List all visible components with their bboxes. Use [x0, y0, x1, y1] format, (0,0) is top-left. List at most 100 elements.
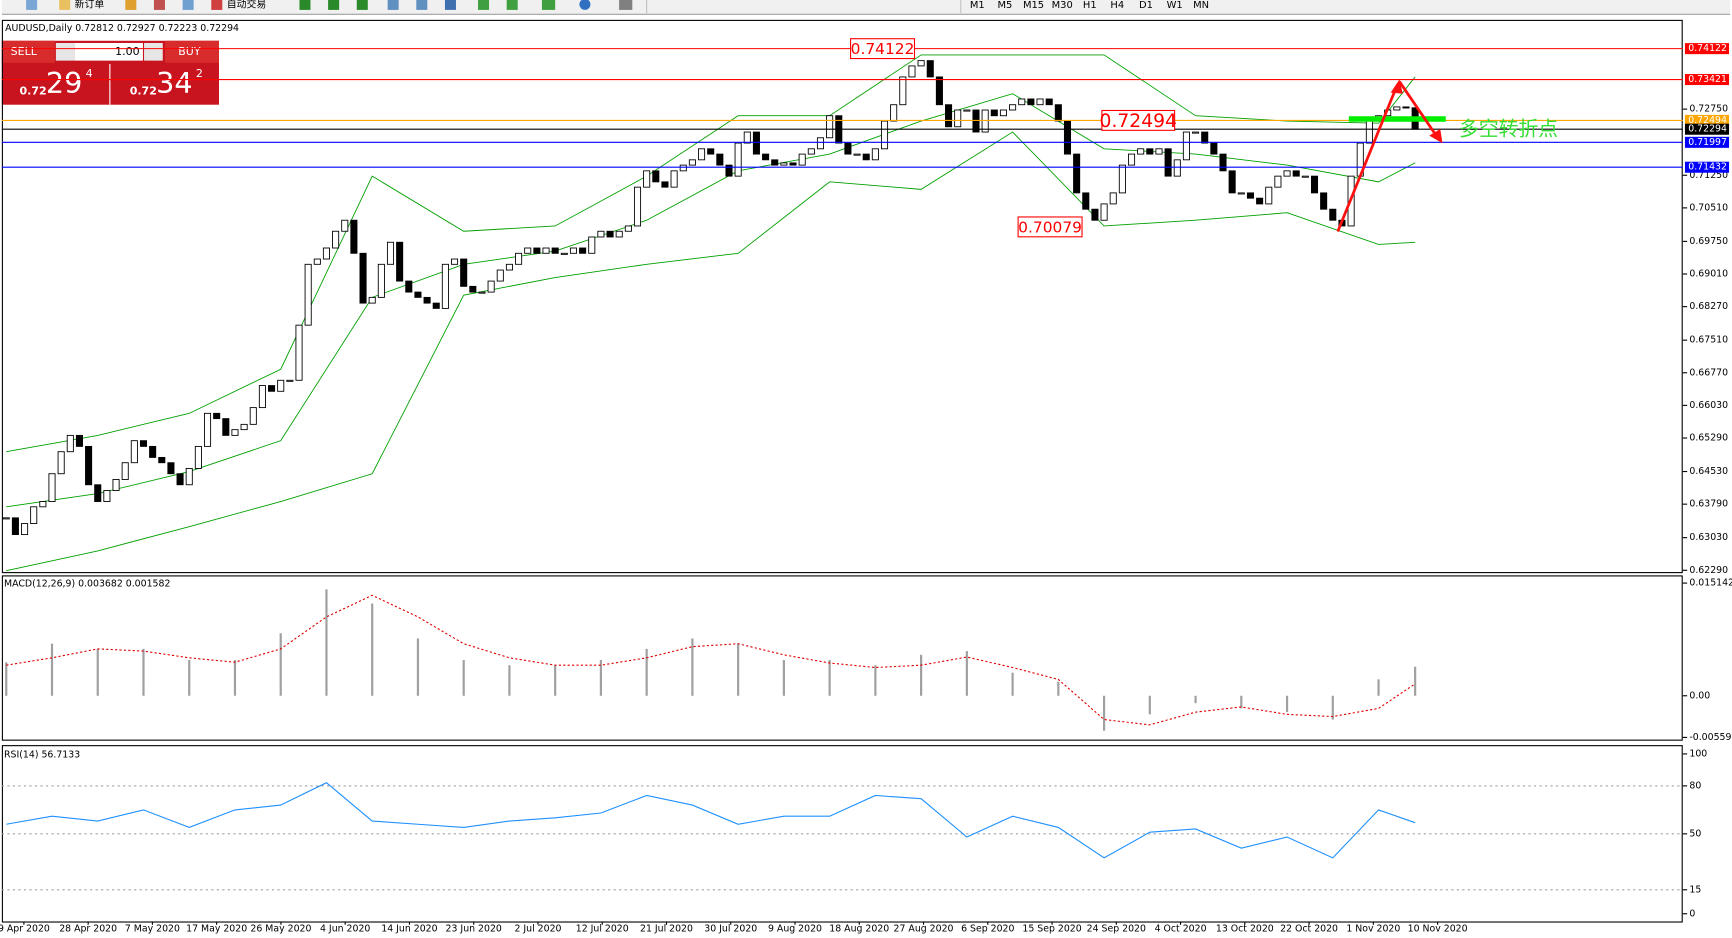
buy-button[interactable]	[164, 40, 219, 63]
icon[interactable]	[416, 0, 428, 10]
icon[interactable]	[26, 0, 38, 10]
icon[interactable]	[541, 0, 556, 10]
icon[interactable]	[506, 0, 518, 10]
lot-down[interactable]	[55, 42, 75, 61]
icon[interactable]	[299, 0, 311, 10]
candle	[1082, 192, 1090, 210]
candle	[1283, 170, 1291, 177]
sell-label[interactable]: SELL	[11, 45, 38, 58]
icon[interactable]	[211, 0, 223, 10]
candle	[844, 142, 852, 155]
bollinger-band	[6, 54, 1416, 453]
timeframe-button[interactable]: MN	[1193, 0, 1209, 11]
lot-value[interactable]: 1.00	[115, 45, 140, 58]
sell-price-big: 29	[46, 66, 82, 100]
sell-price-prefix: 0.72	[19, 84, 46, 97]
candle	[1018, 98, 1026, 106]
candle	[1054, 104, 1062, 122]
candle	[789, 162, 797, 166]
candle	[816, 137, 825, 150]
auto-trading[interactable]: 自动交易	[227, 0, 267, 10]
candle	[322, 247, 330, 260]
candle	[1301, 175, 1309, 178]
candle	[405, 280, 413, 293]
price-tag-label: 0.72494	[1688, 115, 1727, 126]
icon[interactable]	[387, 0, 399, 10]
lot-input[interactable]	[74, 42, 143, 61]
icon[interactable]	[356, 0, 368, 10]
x-tick-label: 9 Apr 2020	[0, 924, 50, 935]
sell-price-sup: 4	[86, 67, 93, 80]
timeframe-button[interactable]: D1	[1139, 0, 1153, 11]
timeframe-button[interactable]: M5	[997, 0, 1012, 11]
y-tick-label: 100	[1689, 748, 1707, 759]
x-tick-label: 26 May 2020	[250, 924, 311, 935]
icon[interactable]	[153, 0, 165, 10]
candle	[890, 104, 898, 122]
sell-button[interactable]	[1, 40, 55, 63]
timeframe-button[interactable]: M15	[1023, 0, 1044, 11]
y-tick-label: 0.00	[1689, 690, 1710, 701]
icon[interactable]	[444, 0, 456, 10]
candle	[94, 484, 102, 502]
candle	[1292, 170, 1300, 177]
x-tick-label: 30 Jul 2020	[704, 924, 757, 935]
timeframe-button[interactable]: H4	[1110, 0, 1124, 11]
candle	[716, 153, 724, 166]
x-tick-label: 9 Aug 2020	[768, 924, 822, 935]
candle	[1036, 98, 1044, 106]
new-order[interactable]: 新订单	[75, 0, 105, 10]
timeframe-button[interactable]: H1	[1083, 0, 1097, 11]
icon[interactable]	[182, 0, 194, 10]
candle	[999, 109, 1007, 117]
candle	[57, 451, 65, 475]
candle	[862, 153, 870, 161]
x-tick-label: 12 Jul 2020	[576, 924, 629, 935]
candle	[1246, 192, 1254, 199]
candle	[551, 247, 559, 254]
candle	[1100, 203, 1108, 221]
candle	[917, 60, 925, 67]
timeframe-button[interactable]: M1	[970, 0, 985, 11]
icon[interactable]	[59, 0, 71, 10]
candle	[185, 468, 193, 486]
toolbar: 新订单 自动交易 M1 M5 M15 M30 H1 H4 D1 W1 MN	[1, 0, 1731, 15]
candle	[441, 263, 449, 309]
y-tick-label: 0.63030	[1689, 532, 1728, 543]
candle	[194, 445, 202, 469]
x-tick-label: 14 Jun 2020	[381, 924, 437, 935]
timeframe-button[interactable]: W1	[1167, 0, 1183, 11]
candle	[341, 219, 349, 232]
candle	[1137, 148, 1145, 155]
y-tick-label: 0.63790	[1689, 499, 1728, 510]
candle	[743, 131, 751, 144]
price-tag	[1684, 114, 1730, 126]
candle	[249, 407, 257, 425]
y-tick-label: 50	[1689, 828, 1701, 839]
x-tick-label: 28 Apr 2020	[59, 924, 117, 935]
up-arrow	[1336, 84, 1399, 232]
candle	[990, 109, 998, 117]
candle	[149, 445, 157, 458]
lot-up[interactable]	[144, 42, 163, 61]
price-tag	[1684, 43, 1730, 55]
icon[interactable]	[478, 0, 490, 10]
candle	[231, 429, 239, 436]
icon[interactable]	[125, 0, 137, 10]
icon[interactable]	[328, 0, 340, 10]
candle	[469, 285, 477, 293]
candle	[1027, 98, 1035, 106]
candle	[1009, 104, 1017, 111]
y-tick-label: 0.64530	[1689, 466, 1728, 477]
candle	[679, 164, 687, 172]
timeframe-button[interactable]: M30	[1052, 0, 1073, 11]
icon[interactable]	[579, 0, 591, 10]
candle	[304, 263, 312, 326]
buy-label[interactable]: BUY	[178, 45, 201, 58]
candle	[908, 65, 916, 78]
icon[interactable]	[619, 0, 633, 10]
candle	[203, 412, 212, 447]
main-frame	[1, 19, 1683, 574]
candle	[1365, 120, 1373, 144]
candle	[670, 170, 678, 188]
